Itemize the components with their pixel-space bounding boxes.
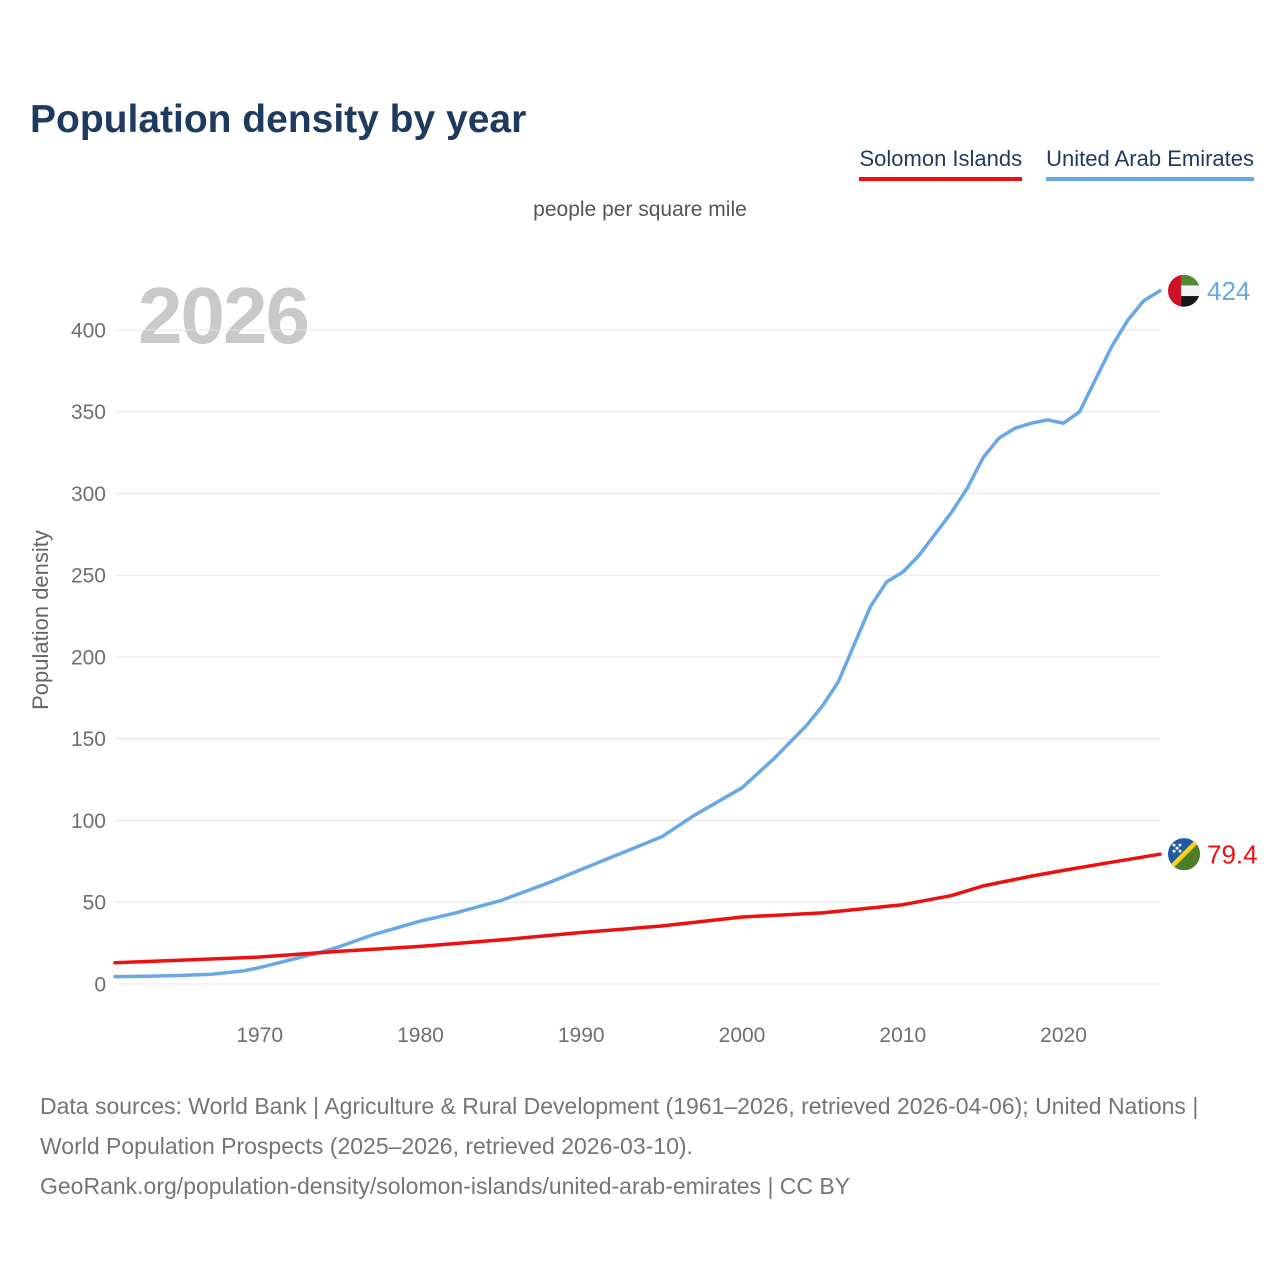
solomon-islands-flag-icon [1168,838,1200,871]
legend-underline-united-arab-emirates [1046,177,1254,181]
chart-unit-subtitle: people per square mile [533,198,747,221]
y-tick-label: 0 [94,973,106,996]
legend-item-united-arab-emirates[interactable]: United Arab Emirates [1046,146,1254,181]
x-tick-label: 2010 [879,1024,926,1047]
y-tick-label: 400 [71,319,106,342]
legend: Solomon Islands United Arab Emirates [859,146,1254,181]
y-tick-label: 150 [71,728,106,751]
data-sources-text: Data sources: World Bank | Agriculture &… [40,1093,1199,1159]
x-tick-label: 2020 [1040,1024,1087,1047]
legend-underline-solomon-islands [859,177,1023,181]
x-tick-label: 2000 [719,1024,766,1047]
series-line-united-arab-emirates [113,289,1162,979]
x-tick-label: 1980 [397,1024,444,1047]
chart-svg: 2026 0 50 100 150 200 250 300 350 400 Population d… [28,271,1258,1047]
legend-label-united-arab-emirates: United Arab Emirates [1046,146,1254,171]
y-axis-title: Population density [28,530,53,710]
series-line-solomon-islands [113,852,1162,965]
end-value-label-solomon-islands: 79.4 [1207,839,1258,869]
watermark-year: 2026 [138,271,308,360]
legend-label-solomon-islands: Solomon Islands [859,146,1023,171]
y-tick-label: 200 [71,646,106,669]
page-title: Population density by year [30,98,527,142]
x-tick-label: 1970 [236,1024,283,1047]
attribution-text: GeoRank.org/population-density/solomon-i… [40,1173,851,1199]
y-tick-label: 350 [71,401,106,424]
y-tick-label: 100 [71,810,106,833]
x-tick-label: 1990 [558,1024,605,1047]
end-value-label-united-arab-emirates: 424 [1207,276,1250,306]
united-arab-emirates-flag-icon [1168,274,1200,307]
y-tick-label: 250 [71,565,106,588]
legend-item-solomon-islands[interactable]: Solomon Islands [859,146,1023,181]
y-tick-label: 50 [83,892,106,915]
chart-footer: Data sources: World Bank | Agriculture &… [40,1086,1250,1206]
y-tick-label: 300 [71,483,106,506]
